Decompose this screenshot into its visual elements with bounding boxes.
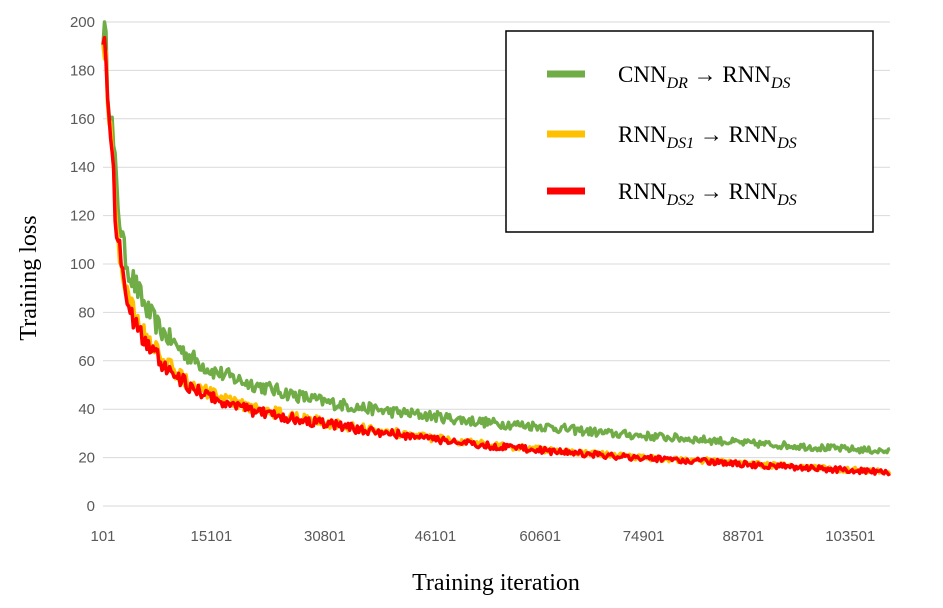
x-tick-label: 60601	[519, 528, 561, 545]
y-tick-label: 0	[87, 498, 95, 515]
x-tick-label: 101	[90, 528, 115, 545]
series-lines	[101, 20, 892, 477]
series-line	[101, 20, 891, 455]
x-tick-label: 88701	[722, 528, 764, 545]
y-tick-label: 140	[70, 159, 95, 176]
y-tick-label: 60	[78, 353, 95, 370]
legend-label: RNNDS2 → RNNDS	[618, 179, 797, 209]
y-tick-label: 40	[78, 401, 95, 418]
y-tick-label: 200	[70, 14, 95, 31]
y-tick-label: 80	[78, 304, 95, 321]
y-axis-ticks: 0 20 40 60 80 100 120 140 160 180 200	[70, 14, 95, 515]
legend-label: CNNDR → RNNDS	[618, 62, 791, 92]
gridlines	[103, 21, 890, 459]
y-tick-label: 100	[70, 256, 95, 273]
y-tick-label: 160	[70, 111, 95, 128]
y-axis-title: Training loss	[16, 215, 42, 340]
legend: CNNDR → RNNDS RNNDS1 → RNNDS RNNDS2 → RNND…	[505, 30, 874, 233]
x-tick-label: 15101	[191, 528, 233, 545]
legend-label: RNNDS1 → RNNDS	[618, 122, 797, 152]
y-tick-label: 180	[70, 62, 95, 79]
x-tick-label: 103501	[825, 528, 875, 545]
y-tick-label: 120	[70, 208, 95, 225]
series-line	[101, 35, 891, 477]
x-axis-title: Training iteration	[412, 570, 580, 596]
x-tick-label: 30801	[304, 528, 346, 545]
x-tick-label: 46101	[415, 528, 457, 545]
x-axis-ticks: 101 15101 30801 46101 60601 74901 88701 103501	[90, 528, 875, 545]
y-tick-label: 20	[78, 450, 95, 467]
x-tick-label: 74901	[623, 528, 665, 545]
